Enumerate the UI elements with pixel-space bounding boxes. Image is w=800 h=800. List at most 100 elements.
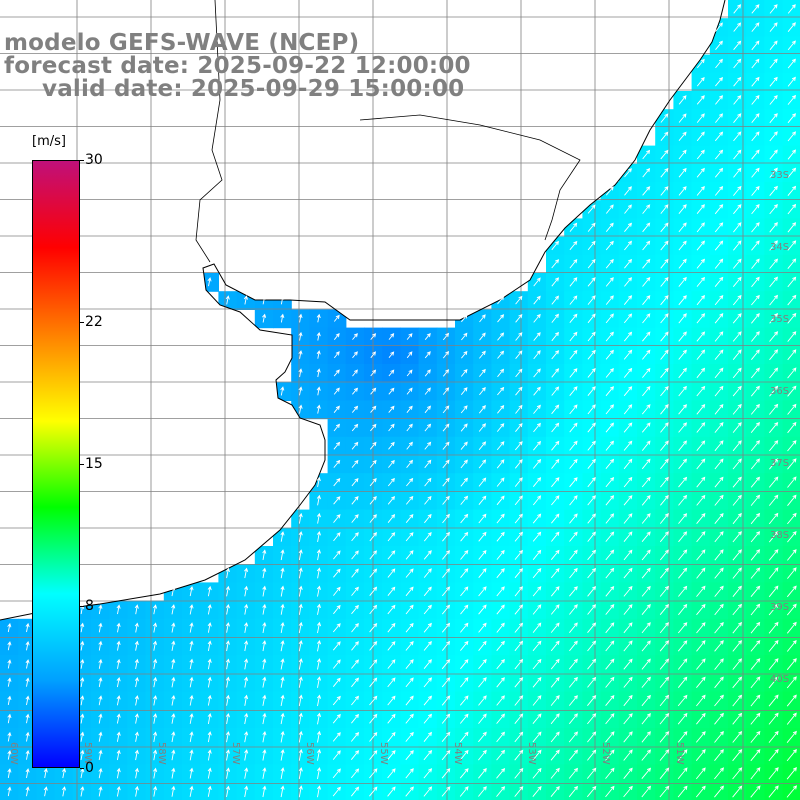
wind-arrow <box>134 767 139 779</box>
wind-arrow <box>497 350 505 359</box>
wind-arrow <box>98 767 103 779</box>
wind-arrow <box>316 494 321 506</box>
wind-arrow <box>171 604 176 615</box>
wind-arrow <box>515 350 523 359</box>
wind-arrow <box>514 604 524 615</box>
wind-arrow <box>352 333 358 340</box>
wind-arrow <box>642 167 651 178</box>
wind-arrow <box>441 695 451 706</box>
wind-arrow <box>424 423 432 432</box>
wind-arrow <box>316 676 322 688</box>
wind-arrow <box>642 349 651 360</box>
wind-arrow <box>733 95 742 105</box>
wind-arrow <box>333 314 340 322</box>
wind-arrow <box>442 369 450 377</box>
wind-arrow <box>370 351 376 359</box>
wind-arrow <box>423 768 433 779</box>
wind-arrow <box>641 458 651 470</box>
wind-arrow <box>478 786 487 797</box>
wind-arrow <box>532 695 542 706</box>
wind-arrow <box>605 513 615 524</box>
wind-arrow <box>769 294 778 306</box>
wind-arrow <box>623 331 633 342</box>
wind-arrow <box>116 622 121 633</box>
wind-arrow <box>478 658 487 670</box>
wind-arrow <box>332 623 341 633</box>
wind-arrow <box>569 240 578 251</box>
wind-arrow <box>678 349 687 360</box>
wind-arrow <box>316 621 322 634</box>
wind-arrow <box>333 405 340 413</box>
wind-arrow <box>587 713 597 725</box>
wind-arrow <box>605 531 615 542</box>
latitude-label: 36S <box>770 386 789 397</box>
wind-arrow <box>623 658 633 670</box>
wind-arrow <box>171 749 176 761</box>
wind-arrow <box>369 659 378 669</box>
wind-arrow <box>262 640 267 652</box>
wind-arrow <box>532 676 542 688</box>
wind-arrow <box>677 622 688 634</box>
wind-arrow <box>569 604 578 615</box>
wind-arrow <box>714 785 725 798</box>
wind-arrow <box>550 695 560 706</box>
latitude-label: 34S <box>770 242 789 253</box>
wind-arrow <box>497 314 505 323</box>
wind-arrow <box>750 694 761 707</box>
land-mask <box>0 0 725 620</box>
wind-arrow <box>153 731 158 742</box>
wind-arrow <box>424 332 431 340</box>
latitude-label: 35S <box>770 314 789 325</box>
colorbar-tick-label: 30 <box>85 152 103 168</box>
wind-arrow <box>514 640 524 652</box>
wind-arrow <box>406 333 413 340</box>
wind-arrow <box>262 730 267 743</box>
wind-arrow <box>298 531 303 542</box>
wind-arrow <box>696 567 706 579</box>
wind-arrow <box>515 295 523 305</box>
wind-arrow <box>460 568 469 578</box>
wind-arrow <box>678 222 687 233</box>
wind-arrow <box>623 731 633 743</box>
wind-arrow <box>623 313 633 324</box>
wind-arrow <box>678 131 687 141</box>
wind-arrow <box>441 749 451 761</box>
wind-arrow <box>769 40 778 51</box>
wind-arrow <box>750 585 761 597</box>
wind-arrow <box>460 441 468 450</box>
wind-arrow <box>262 585 267 597</box>
wind-arrow <box>280 785 285 798</box>
wind-arrow <box>80 677 85 687</box>
colorbar <box>32 160 80 768</box>
wind-arrow <box>116 749 121 761</box>
wind-arrow <box>352 369 358 377</box>
wind-arrow <box>660 258 669 269</box>
wind-arrow <box>550 731 560 743</box>
wind-arrow <box>316 313 321 323</box>
wind-arrow <box>478 767 487 779</box>
wind-arrow <box>732 603 743 616</box>
wind-arrow <box>569 368 578 378</box>
wind-arrow <box>660 349 669 360</box>
wind-arrow <box>660 113 669 123</box>
colorbar-tick-mark <box>80 768 84 769</box>
wind-arrow <box>496 495 505 506</box>
wind-arrow <box>459 731 469 743</box>
wind-arrow <box>134 749 139 761</box>
wind-arrow <box>532 458 542 469</box>
wind-arrow <box>423 695 433 706</box>
wind-arrow <box>369 514 377 523</box>
wind-arrow <box>751 4 760 14</box>
wind-arrow <box>787 40 796 51</box>
wind-arrow <box>733 40 742 50</box>
wind-arrow <box>405 750 414 761</box>
wind-arrow <box>532 731 542 743</box>
wind-arrow <box>369 786 378 797</box>
wind-arrow <box>225 767 231 779</box>
longitude-label: 54W <box>452 742 463 765</box>
wind-arrow <box>751 258 760 269</box>
wind-arrow <box>732 494 742 506</box>
colorbar-tick-label: 8 <box>85 597 94 614</box>
wind-arrow <box>388 333 395 340</box>
wind-arrow <box>333 550 341 560</box>
